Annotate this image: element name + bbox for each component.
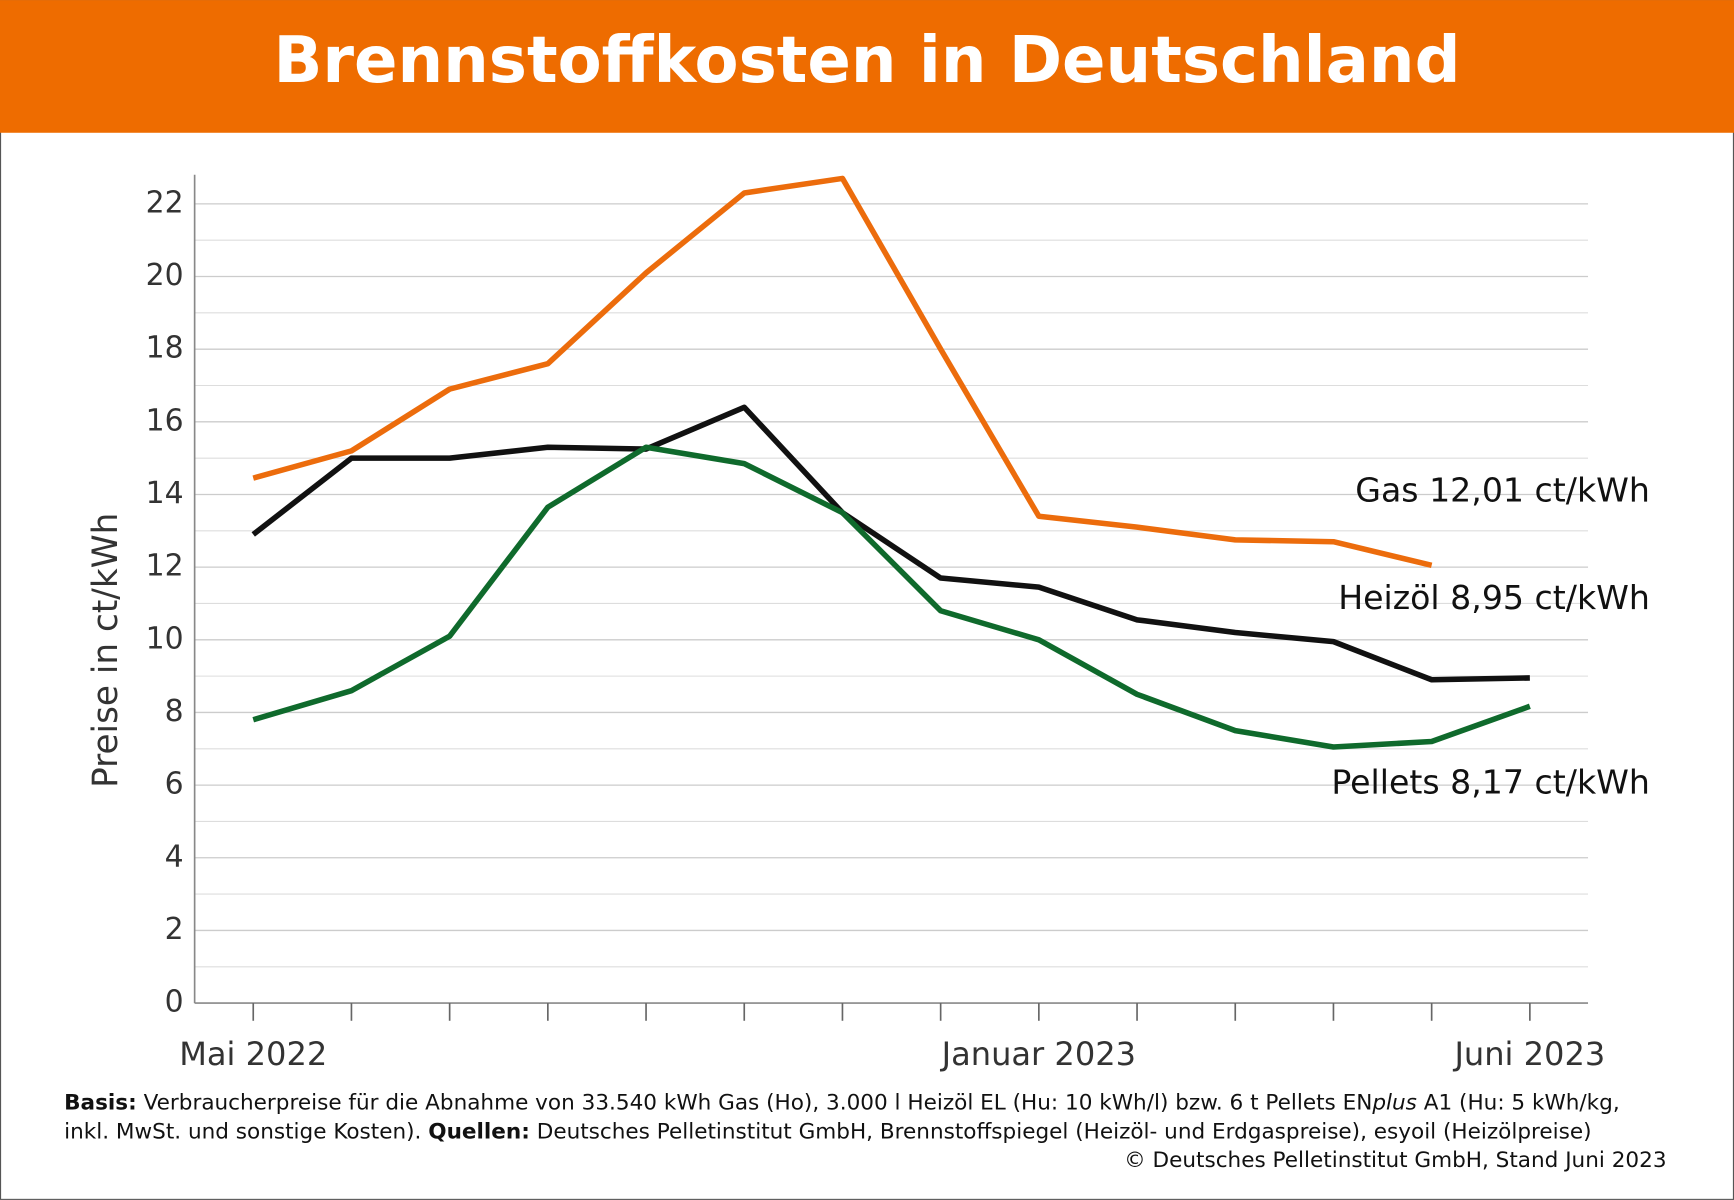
- y-tick-label: 10: [146, 621, 184, 656]
- line-series: [252, 175, 1433, 569]
- annotation: Heizöl 8,95 ct/kWh: [1338, 578, 1650, 617]
- footnote-label: Quellen:: [428, 1119, 530, 1144]
- footnote-label: Basis:: [64, 1091, 137, 1116]
- y-tick-label: 16: [146, 403, 184, 438]
- y-tick-label: 22: [146, 185, 184, 220]
- footnote-line: inkl. MwSt. und sonstige Kosten). Quelle…: [64, 1119, 1591, 1144]
- footnote-line: Basis: Verbraucherpreise für die Abnahme…: [64, 1091, 1620, 1116]
- x-tick-label: Mai 2022: [179, 1035, 327, 1073]
- copyright: © Deutsches Pelletinstitut GmbH, Stand J…: [1124, 1148, 1666, 1173]
- chart-title: Brennstoffkosten in Deutschland: [273, 23, 1460, 98]
- y-tick-label: 4: [165, 839, 184, 874]
- annotation: Gas 12,01 ct/kWh: [1355, 471, 1650, 510]
- y-tick-label: 6: [165, 767, 184, 802]
- line-series: [252, 444, 1531, 750]
- y-tick-label: 20: [146, 258, 184, 293]
- y-tick-label: 14: [146, 476, 184, 511]
- annotation: Pellets 8,17 ct/kWh: [1331, 763, 1650, 802]
- footnote-text: Deutsches Pelletinstitut GmbH, Brennstof…: [530, 1119, 1592, 1144]
- footnote-text: Verbraucherpreise für die Abnahme von 33…: [137, 1091, 1373, 1116]
- line-series: [251, 404, 1530, 683]
- y-tick-label: 18: [146, 331, 184, 366]
- y-tick-label: 12: [146, 549, 184, 584]
- header-band: [0, 0, 1734, 133]
- y-tick-label: 8: [165, 694, 184, 729]
- y-tick-label: 2: [165, 912, 184, 947]
- footnote-text: plus: [1371, 1091, 1417, 1116]
- y-tick-label: 0: [165, 985, 184, 1020]
- x-tick-label: Juni 2023: [1452, 1035, 1605, 1073]
- x-tick-label: Januar 2023: [940, 1035, 1136, 1073]
- y-axis-label: Preise in ct/kWh: [86, 513, 126, 788]
- footnote-text: inkl. MwSt. und sonstige Kosten).: [64, 1119, 428, 1144]
- footnote-text: A1 (Hu: 5 kWh/kg,: [1417, 1091, 1620, 1116]
